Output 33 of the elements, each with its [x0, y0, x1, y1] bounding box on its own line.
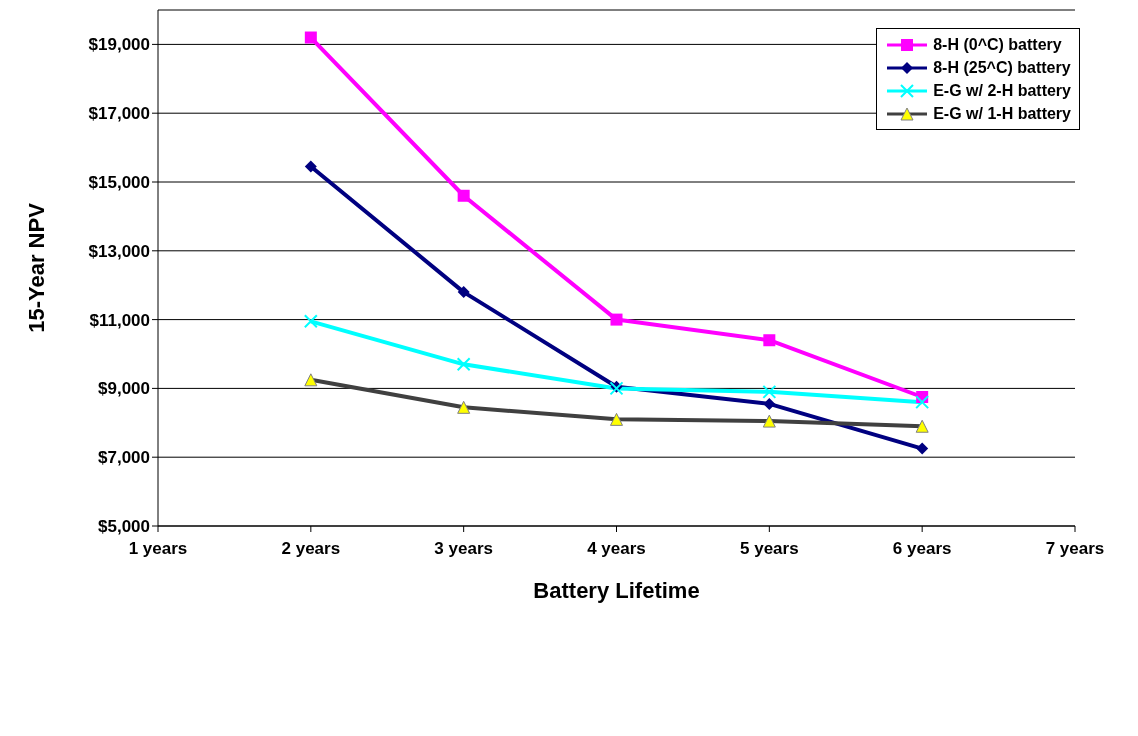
- x-axis-title: Battery Lifetime: [533, 578, 700, 603]
- x-tick-label: 4 years: [587, 539, 646, 559]
- x-tick-label: 5 years: [740, 539, 799, 559]
- point: [610, 313, 623, 326]
- point: [763, 397, 776, 410]
- point: [916, 442, 929, 455]
- point: [303, 314, 318, 329]
- legend-label: E-G w/ 2-H battery: [933, 81, 1071, 100]
- y-tick-label: $19,000: [88, 35, 150, 55]
- x-tick-label: 1 years: [128, 539, 188, 559]
- legend-label: 8-H (0^C) battery: [933, 35, 1062, 54]
- y-tick-label: $9,000: [98, 379, 150, 399]
- x-tick-label: 6 years: [892, 539, 952, 559]
- y-axis-title: 15-Year NPV: [23, 202, 49, 333]
- legend-label: E-G w/ 1-H battery: [933, 104, 1071, 123]
- point: [456, 357, 471, 372]
- point: [304, 31, 317, 44]
- point: [457, 189, 470, 202]
- x-tick-label: 7 years: [1045, 539, 1105, 559]
- point: [762, 384, 777, 399]
- y-tick-label: $17,000: [88, 104, 150, 124]
- legend-label: 8-H (25^C) battery: [933, 58, 1071, 77]
- y-tick-label: $13,000: [88, 241, 150, 261]
- x-tick-label: 2 years: [281, 539, 341, 559]
- x-tick-label: 3 years: [434, 539, 493, 559]
- y-tick-label: $5,000: [98, 517, 150, 537]
- point: [915, 395, 930, 410]
- y-tick-label: $15,000: [88, 173, 150, 193]
- point: [763, 334, 776, 347]
- point: [457, 286, 470, 299]
- y-tick-label: $11,000: [89, 310, 150, 330]
- point: [304, 160, 317, 173]
- y-tick-label: $7,000: [98, 448, 150, 468]
